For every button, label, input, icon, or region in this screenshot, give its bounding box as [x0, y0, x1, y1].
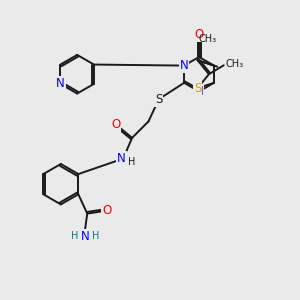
Text: N: N: [117, 152, 126, 165]
Text: S: S: [194, 82, 201, 95]
Text: S: S: [155, 93, 163, 106]
Text: O: O: [111, 118, 120, 131]
Text: N: N: [56, 77, 65, 90]
Text: H: H: [92, 232, 99, 242]
Text: O: O: [102, 204, 111, 217]
Text: N: N: [80, 230, 89, 243]
Text: O: O: [194, 28, 204, 41]
Text: N: N: [195, 85, 203, 98]
Text: N: N: [180, 59, 188, 72]
Text: CH₃: CH₃: [199, 34, 217, 44]
Text: CH₃: CH₃: [225, 59, 243, 69]
Text: H: H: [128, 157, 135, 166]
Text: H: H: [71, 232, 79, 242]
